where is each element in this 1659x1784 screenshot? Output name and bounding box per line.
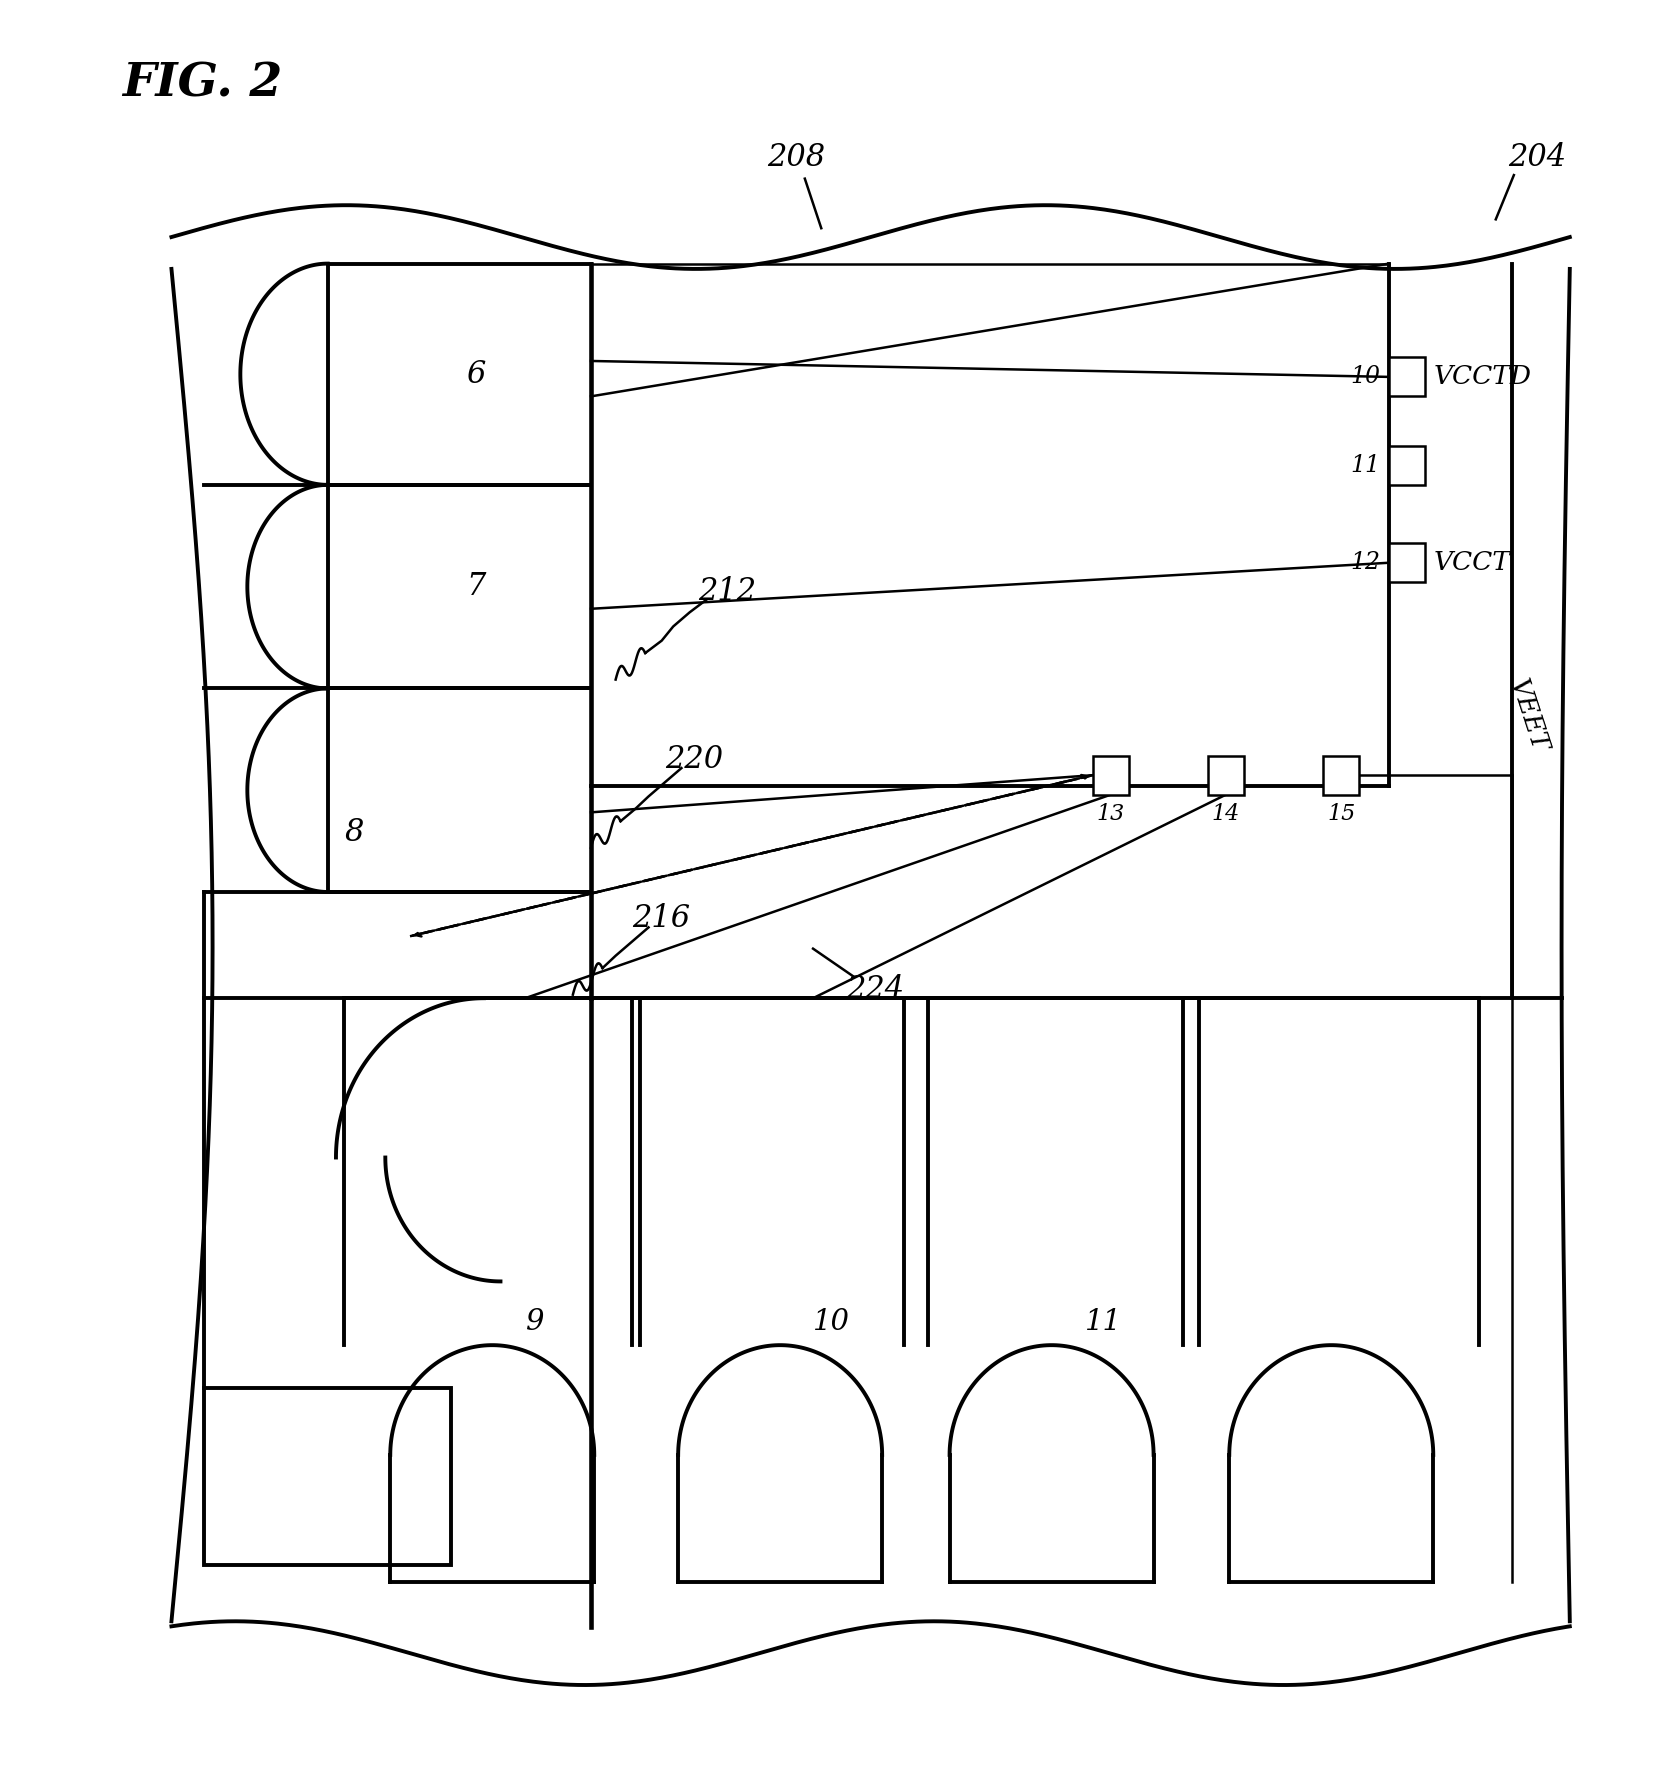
Text: 9: 9 bbox=[526, 1308, 544, 1336]
Text: 10: 10 bbox=[813, 1308, 849, 1336]
Text: 224: 224 bbox=[846, 974, 904, 1004]
Bar bbox=[1093, 756, 1128, 794]
Text: 11: 11 bbox=[1350, 453, 1380, 476]
Text: 204: 204 bbox=[1508, 143, 1566, 173]
Text: 10: 10 bbox=[1350, 366, 1380, 389]
Text: 7: 7 bbox=[466, 571, 486, 603]
Text: 212: 212 bbox=[698, 576, 757, 607]
Text: 6: 6 bbox=[466, 359, 486, 389]
Text: 11: 11 bbox=[1085, 1308, 1121, 1336]
Bar bbox=[1389, 544, 1425, 582]
Text: 216: 216 bbox=[632, 903, 690, 935]
Bar bbox=[204, 1388, 451, 1565]
Bar bbox=[1208, 756, 1244, 794]
Bar bbox=[1322, 756, 1359, 794]
Text: 208: 208 bbox=[768, 143, 826, 173]
Text: 8: 8 bbox=[343, 817, 363, 847]
Text: VEET: VEET bbox=[1505, 676, 1553, 755]
Text: VCCTD: VCCTD bbox=[1433, 364, 1531, 389]
Text: 220: 220 bbox=[665, 744, 723, 774]
Bar bbox=[1389, 357, 1425, 396]
Text: 15: 15 bbox=[1327, 803, 1355, 826]
Text: FIG. 2: FIG. 2 bbox=[123, 61, 282, 105]
Text: 12: 12 bbox=[1350, 551, 1380, 574]
Text: VCCT: VCCT bbox=[1433, 549, 1510, 574]
Bar bbox=[1389, 446, 1425, 485]
Text: 13: 13 bbox=[1097, 803, 1125, 826]
Text: 14: 14 bbox=[1211, 803, 1239, 826]
